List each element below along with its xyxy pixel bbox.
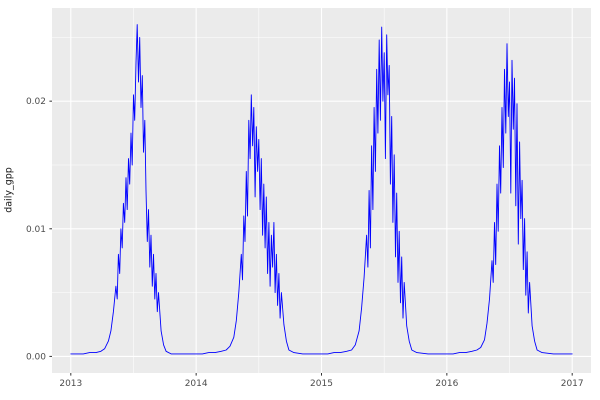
x-tick-label: 2016 (435, 379, 458, 389)
y-tick-label: 0.01 (26, 225, 46, 235)
x-tick-label: 2014 (185, 379, 208, 389)
y-tick-label: 0.02 (26, 97, 46, 107)
x-tick-label: 2015 (310, 379, 333, 389)
x-tick-label: 2013 (59, 379, 82, 389)
data-line-daily_gpp (70, 24, 573, 355)
x-tick-label: 2017 (561, 379, 584, 389)
y-tick-label: 0.00 (26, 352, 46, 362)
